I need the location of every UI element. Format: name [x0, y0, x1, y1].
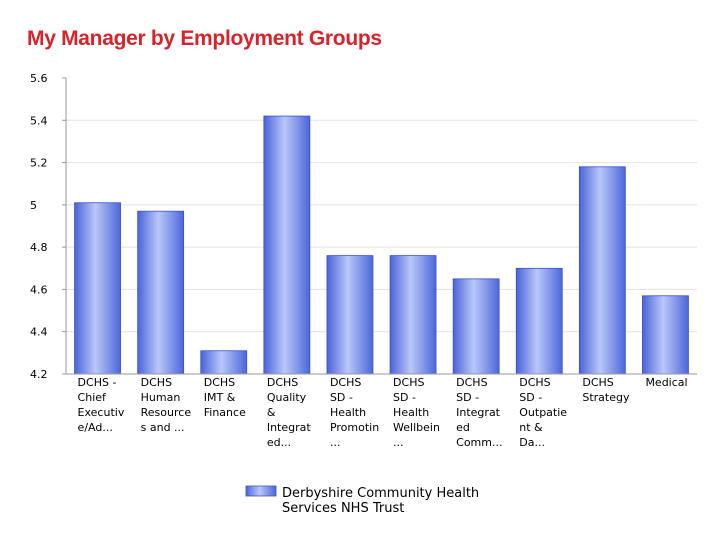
- legend-label: Services NHS Trust: [282, 501, 404, 516]
- x-tick-label: SD -: [330, 391, 353, 404]
- x-tick-label: SD -: [519, 391, 542, 404]
- x-tick-label: DCHS: [267, 376, 298, 389]
- x-tick-label: ...: [330, 436, 341, 449]
- labels: 4.2 4.4 4.6 4.8 5 5.2 5.4 5.6 DCHS - Chief Executi…: [30, 72, 688, 449]
- y-tick-label: 4.8: [30, 241, 48, 254]
- x-tick-label: Health: [393, 406, 429, 419]
- bar: [200, 350, 248, 375]
- legend-label: Derbyshire Community Health: [282, 486, 479, 501]
- bar: [452, 278, 500, 375]
- chart-title: My Manager by Employment Groups: [27, 27, 382, 50]
- bar: [74, 202, 121, 375]
- y-tick-label: 4.6: [30, 283, 48, 296]
- x-tick-label: Integrat: [456, 406, 501, 419]
- bar: [642, 295, 689, 375]
- y-tick-label: 5.4: [30, 114, 48, 127]
- x-tick-label: ...: [393, 436, 404, 449]
- x-tick-label: &: [267, 406, 276, 419]
- x-tick-label: s and ...: [141, 421, 185, 434]
- x-tick-label: e/Ad...: [78, 421, 113, 434]
- x-tick-label: SD -: [393, 391, 416, 404]
- x-tick-label: ed...: [267, 436, 291, 449]
- legend-swatch: [245, 485, 277, 497]
- x-tick-label: DCHS: [393, 376, 424, 389]
- y-tick-label: 4.2: [30, 368, 48, 381]
- bar: [515, 267, 563, 375]
- x-tick-label: Comm...: [456, 436, 502, 449]
- x-tick-label: Resource: [141, 406, 192, 419]
- x-tick-label: Promotin: [330, 421, 379, 434]
- y-tick-label: 4.4: [30, 326, 48, 339]
- axes: [62, 77, 697, 375]
- y-tick-label: 5: [30, 199, 37, 212]
- bar: [137, 210, 185, 375]
- x-tick-label: DCHS: [141, 376, 172, 389]
- x-tick-label: SD -: [456, 391, 479, 404]
- x-tick-label: Finance: [204, 406, 246, 419]
- bars: [74, 115, 689, 375]
- bar: [263, 115, 311, 375]
- x-tick-label: DCHS: [204, 376, 235, 389]
- x-tick-label: Human: [141, 391, 181, 404]
- x-tick-label: Da...: [519, 436, 545, 449]
- bar: [326, 255, 374, 375]
- x-tick-label: ed: [456, 421, 470, 434]
- y-tick-label: 5.2: [30, 157, 48, 170]
- x-tick-label: DCHS: [456, 376, 487, 389]
- x-tick-label: Chief: [78, 391, 107, 404]
- x-tick-label: Health: [330, 406, 366, 419]
- x-tick-label: Executiv: [78, 406, 125, 419]
- bar: [578, 166, 626, 375]
- x-tick-label: DCHS: [519, 376, 550, 389]
- x-tick-label: DCHS -: [78, 376, 117, 389]
- x-tick-label: nt &: [519, 421, 543, 434]
- x-tick-label: Strategy: [582, 391, 630, 404]
- bar: [389, 255, 437, 375]
- x-tick-label: Wellbein: [393, 421, 440, 434]
- y-tick-label: 5.6: [30, 72, 48, 85]
- x-tick-label: IMT &: [204, 391, 236, 404]
- x-tick-label: Quality: [267, 391, 307, 404]
- x-tick-label: DCHS: [330, 376, 361, 389]
- x-tick-label: Medical: [645, 376, 687, 389]
- x-tick-label: DCHS: [582, 376, 613, 389]
- x-tick-label: Integrat: [267, 421, 312, 434]
- x-tick-label: Outpatie: [519, 406, 567, 419]
